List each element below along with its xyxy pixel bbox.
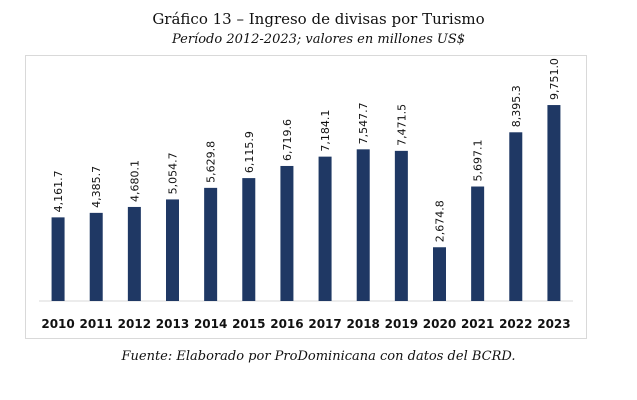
data-label-2018: 7,547.7 [357,102,370,144]
bar-2011 [89,212,103,301]
x-tick-label-2014: 2014 [194,317,227,331]
bar-chart: 4,161.7 2010 4,385.7 2011 4,680.1 2012 5,054.7… [39,58,573,331]
x-tick-label-2017: 2017 [308,317,341,331]
x-tick-label-2010: 2010 [41,317,74,331]
bar-2022 [509,132,523,301]
x-tick-label-2020: 2020 [423,317,456,331]
x-tick-label-2018: 2018 [347,317,380,331]
data-label-2016: 6,719.6 [281,119,294,161]
data-label-2013: 5,054.7 [167,152,180,194]
x-tick-label-2015: 2015 [232,317,265,331]
bar-2012 [127,206,141,301]
data-label-2020: 2,674.8 [434,200,447,242]
x-tick-label-2016: 2016 [270,317,303,331]
x-tick-label-2022: 2022 [499,317,532,331]
bar-2018 [356,149,370,301]
data-label-2017: 7,184.1 [319,110,332,152]
chart-frame: 4,161.7 2010 4,385.7 2011 4,680.1 2012 5,054.7… [25,55,587,339]
x-tick-label-2023: 2023 [537,317,570,331]
x-tick-label-2012: 2012 [118,317,151,331]
bar-2010 [51,217,65,301]
chart-subtitle: Período 2012-2023; valores en millones U… [171,32,466,47]
chart-source: Fuente: Elaborado por ProDominicana con … [121,349,516,364]
data-label-2015: 6,115.9 [243,131,256,173]
bar-2014 [204,187,218,301]
data-label-2021: 5,697.1 [472,140,485,182]
data-label-2011: 4,385.7 [90,166,103,208]
x-tick-label-2019: 2019 [385,317,418,331]
data-label-2019: 7,471.5 [395,104,408,146]
bar-2023 [547,105,561,301]
bar-2017 [318,156,332,301]
bar-2016 [280,165,294,301]
bar-2015 [242,178,256,301]
data-label-2012: 4,680.1 [128,160,141,202]
x-tick-label-2011: 2011 [80,317,113,331]
data-label-2022: 8,395.3 [510,85,523,127]
x-tick-label-2021: 2021 [461,317,494,331]
bar-2020 [433,247,446,301]
x-tick-label-2013: 2013 [156,317,189,331]
bar-2021 [471,186,485,301]
bar-2019 [394,150,408,301]
bar-2013 [166,199,179,301]
data-label-2014: 5,629.8 [205,141,218,183]
data-label-2023: 9,751.0 [548,58,561,100]
data-label-2010: 4,161.7 [52,170,65,212]
chart-title: Gráfico 13 – Ingreso de divisas por Turi… [152,10,485,28]
